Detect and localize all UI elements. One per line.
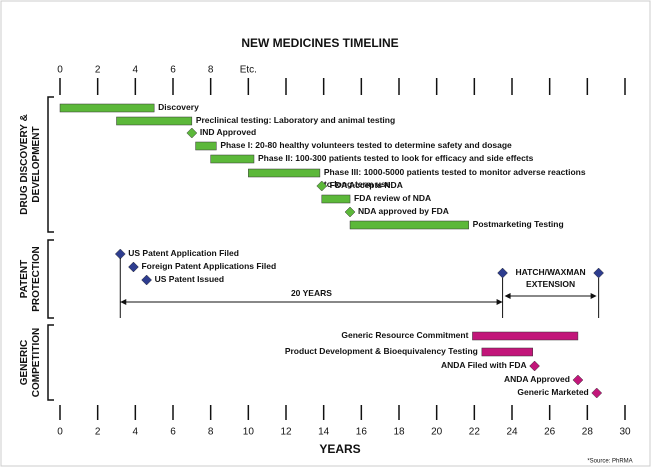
item-label-line: NDA approved by FDA <box>358 206 449 216</box>
milestone <box>316 180 328 192</box>
x-tick-label: 0 <box>57 427 63 438</box>
item-label: Postmarketing Testing <box>473 219 564 229</box>
item-label-line: Phase I: 20-80 healthy volunteers tested… <box>220 140 512 150</box>
section-label-line: DRUG DISCOVERY & <box>19 114 30 215</box>
x-axis-label: YEARS <box>319 442 360 456</box>
x-tick-label: 4 <box>133 427 139 438</box>
item-label: FDA review of NDA <box>354 193 431 203</box>
x-tick-label: 16 <box>356 427 368 438</box>
section-label-line: DEVELOPMENT <box>31 126 42 202</box>
item-label: Product Development & Bioequivalency Tes… <box>285 346 478 356</box>
item-label-line: FDA review of NDA <box>354 193 431 203</box>
source: *Source: PhRMA <box>587 459 632 465</box>
section-label-line: PATENT <box>19 260 30 299</box>
top-tick-label: 0 <box>57 65 63 76</box>
x-tick-label: 12 <box>280 427 292 438</box>
item-label-line: Generic Marketed <box>517 387 588 397</box>
item-label-line: IND Approved <box>200 127 256 137</box>
item-label-line: US Patent Issued <box>155 274 224 284</box>
bar <box>195 141 217 151</box>
item-label-line: Postmarketing Testing <box>473 219 564 229</box>
item-label-line: Discovery <box>158 102 199 112</box>
section-bracket <box>47 239 54 319</box>
section-bracket <box>47 96 54 233</box>
item-label-line: ANDA Filed with FDA <box>441 360 527 370</box>
item-label-line: to long-term use <box>324 179 391 189</box>
x-tick-label: 26 <box>544 427 556 438</box>
top-tick-label: 8 <box>208 65 214 76</box>
item-label: NDA approved by FDA <box>358 206 449 216</box>
item-label-line: Preclinical testing: Laboratory and anim… <box>196 115 395 125</box>
section-bracket <box>47 324 54 401</box>
item-label: ANDA Filed with FDA <box>441 360 527 370</box>
x-tick-label: 18 <box>393 427 405 438</box>
x-tick-label: 30 <box>619 427 631 438</box>
item-label: US Patent Issued <box>155 274 224 284</box>
x-tick-label: 14 <box>318 427 330 438</box>
milestone <box>497 267 508 279</box>
item-label: Phase II: 100-300 patients tested to loo… <box>258 153 534 163</box>
top-tick-label: 6 <box>170 65 176 76</box>
x-tick-label: 20 <box>431 427 443 438</box>
x-tick-label: 28 <box>582 427 594 438</box>
section-label: PATENTPROTECTION <box>19 246 42 312</box>
milestone <box>128 261 139 273</box>
section-label-line: COMPETITION <box>31 328 42 397</box>
span-label: HATCH/WAXMAN EXTENSION <box>516 267 586 289</box>
bar <box>59 103 155 113</box>
milestone <box>572 374 584 386</box>
top-tick-label: 4 <box>133 65 139 76</box>
item-label-line: ANDA Approved <box>504 374 570 384</box>
x-tick-label: 6 <box>170 427 176 438</box>
item-label: Generic Marketed <box>517 387 588 397</box>
x-tick-label: 8 <box>208 427 214 438</box>
x-tick-label: 2 <box>95 427 101 438</box>
x-tick-label: 24 <box>506 427 518 438</box>
milestone <box>344 206 356 218</box>
item-label-line: Generic Resource Commitment <box>341 330 468 340</box>
span-label-line: EXTENSION <box>526 279 575 289</box>
milestone <box>186 127 198 139</box>
item-label: IND Approved <box>200 127 256 137</box>
item-label: FDA Accepts NDA <box>330 180 403 190</box>
item-label-line: Foreign Patent Applications Filed <box>141 261 276 271</box>
span-label-line: 20 YEARS <box>291 288 332 298</box>
chart-title: NEW MEDICINES TIMELINE <box>241 36 398 50</box>
item-label-line: US Patent Application Filed <box>128 248 239 258</box>
bar <box>481 347 533 357</box>
milestone <box>141 274 152 286</box>
span-label: 20 YEARS <box>291 288 332 298</box>
bar <box>248 168 321 178</box>
section-label-line: PROTECTION <box>31 246 42 312</box>
item-label: US Patent Application Filed <box>128 248 239 258</box>
item-label-line: FDA Accepts NDA <box>330 180 403 190</box>
section-label: DRUG DISCOVERY &DEVELOPMENT <box>19 114 42 215</box>
item-label-line: Product Development & Bioequivalency Tes… <box>285 346 478 356</box>
bar <box>210 154 255 164</box>
x-tick-label: 22 <box>469 427 481 438</box>
milestone <box>591 387 603 399</box>
item-label: Preclinical testing: Laboratory and anim… <box>196 115 395 125</box>
bar <box>472 331 579 341</box>
item-label-line: Phase III: 1000-5000 patients tested to … <box>324 167 586 177</box>
bar <box>349 220 469 230</box>
x-tick-label: 10 <box>243 427 255 438</box>
span-label-line: HATCH/WAXMAN <box>516 267 586 277</box>
top-tick-label: 2 <box>95 65 101 76</box>
item-label: Foreign Patent Applications Filed <box>141 261 276 271</box>
section-label: GENERICCOMPETITION <box>19 328 42 397</box>
item-label: ANDA Approved <box>504 374 570 384</box>
item-label: Discovery <box>158 102 199 112</box>
milestone <box>529 360 540 372</box>
item-label: Phase I: 20-80 healthy volunteers tested… <box>220 140 512 150</box>
item-label: Phase III: 1000-5000 patients tested to … <box>324 167 586 189</box>
section-label-line: GENERIC <box>19 340 30 386</box>
item-label-line: Phase II: 100-300 patients tested to loo… <box>258 153 534 163</box>
top-tick-label: Etc. <box>240 65 257 76</box>
item-label: Generic Resource Commitment <box>341 330 468 340</box>
bar <box>321 194 351 204</box>
bar <box>116 116 193 126</box>
